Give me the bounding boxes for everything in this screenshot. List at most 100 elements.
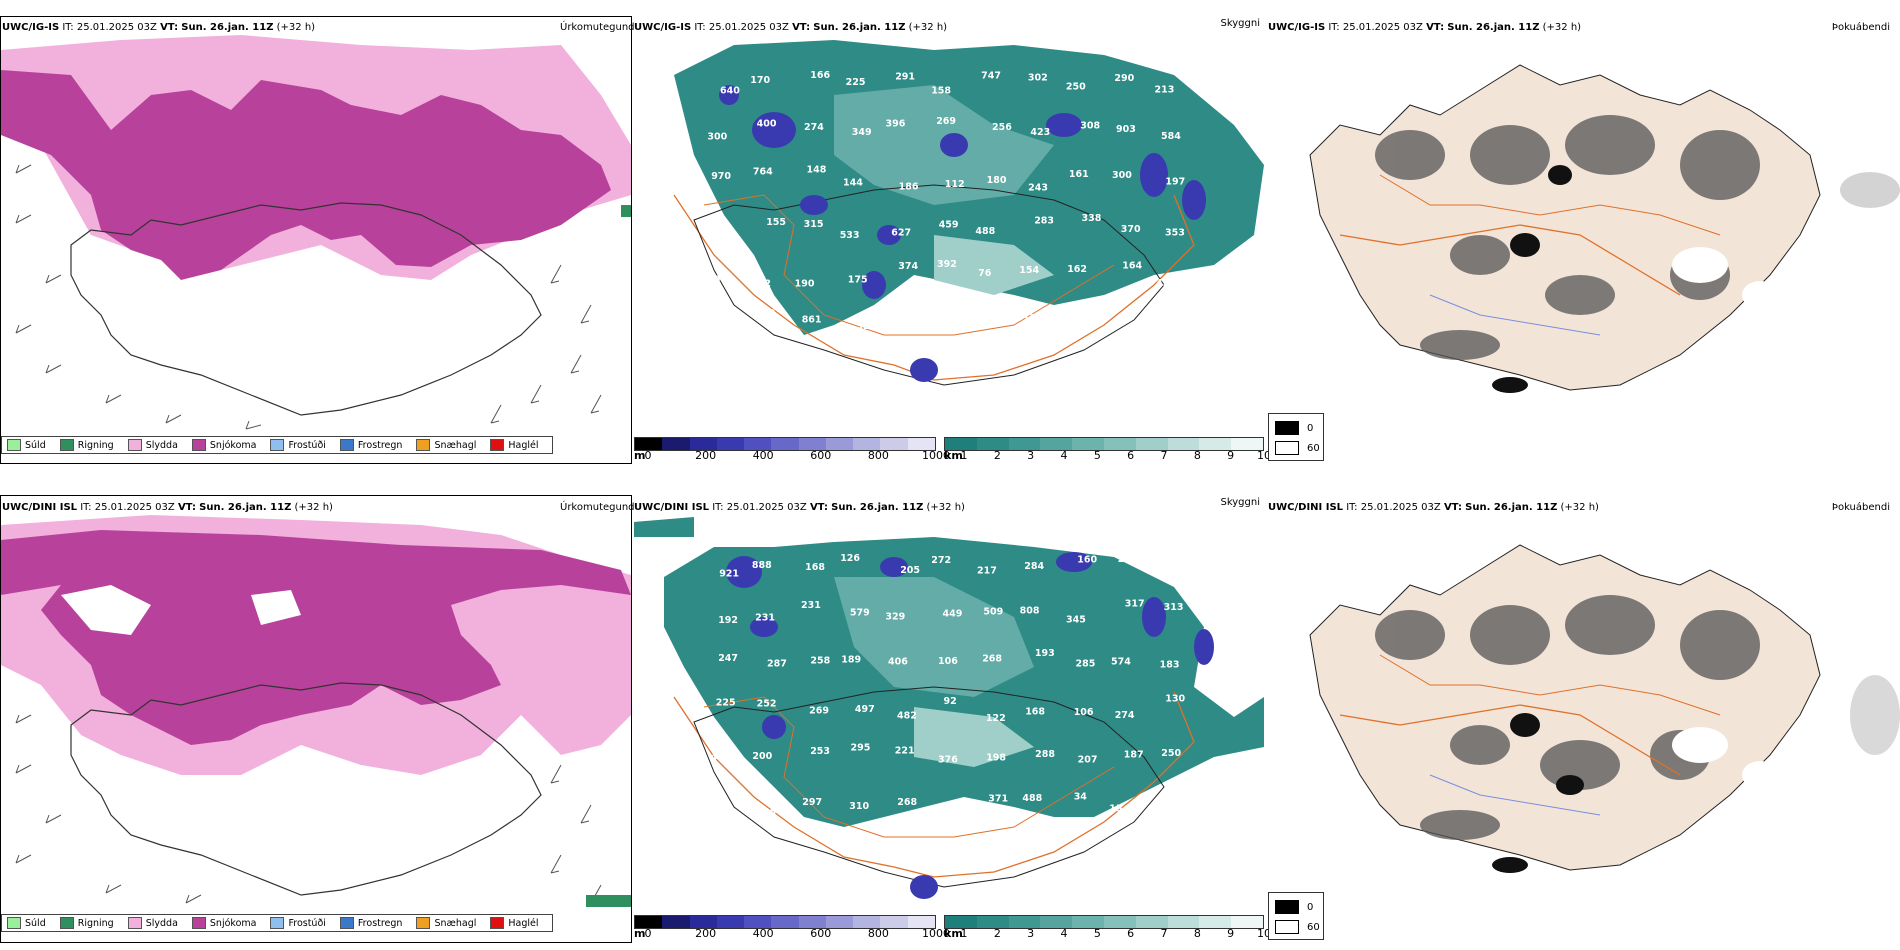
peak-elevation-label: 92 (944, 696, 957, 707)
precip-title: Úrkomutegund (560, 22, 635, 33)
peak-elevation-label: 252 (757, 699, 777, 710)
peak-elevation-label: 353 (1165, 227, 1185, 238)
colorbar-segment (1008, 438, 1041, 450)
colorbar-segment (716, 916, 745, 928)
colorbar-tick-label: 7 (1160, 449, 1168, 462)
colorbar-segment (1135, 438, 1168, 450)
peak-elevation-label: 396 (886, 119, 906, 130)
peak-elevation-label: 286 (756, 807, 776, 818)
colorbar-segment (1072, 438, 1104, 450)
peak-elevation-label: 158 (931, 86, 951, 97)
peak-elevation-label: 627 (891, 227, 911, 238)
peak-elevation-label: 778 (704, 800, 724, 811)
colorbar-tick-label: 200 (695, 449, 717, 462)
peak-elevation-label: 34 (1074, 791, 1088, 802)
peak-elevation-label: 93 (708, 846, 721, 857)
peak-elevation-label: 808 (1020, 606, 1040, 617)
peak-elevation-label: 160 (714, 308, 734, 319)
colorbar-segment (1008, 916, 1041, 928)
colorbar-tick-label: 0 (644, 449, 652, 462)
peak-elevation-label: 205 (900, 565, 920, 576)
elev-unit: m (634, 927, 646, 940)
colorbar-tick-label: 8 (1193, 927, 1201, 940)
precip-legend: Súld Rigning Slydda Snjókoma Frostúði Fr… (1, 436, 553, 454)
peak-elevation-label: 207 (1078, 754, 1098, 765)
peak-elevation-label: 15 (1109, 804, 1122, 815)
cloud-ticks: 1 2 3 4 5 6 7 8 9 10 (961, 449, 1272, 463)
colorbar-segment (853, 916, 881, 928)
peak-elevation-label: 170 (750, 75, 770, 86)
elev-ticks: 0 200 400 600 800 1000 (645, 927, 951, 941)
colorbar-segment (825, 438, 854, 450)
peak-elevation-label: 168 (805, 562, 825, 573)
peak-elevation-label: 288 (1035, 749, 1055, 760)
peak-elevation-label: 106 (1074, 707, 1094, 718)
peak-elevation-label: 183 (1160, 660, 1180, 671)
elev-colorbar (634, 437, 936, 451)
peak-elevation-label: 256 (992, 122, 1012, 133)
peak-elevation-label: 449 (943, 608, 963, 619)
legend-item-rain: Rigning (59, 439, 114, 451)
colorbar-segment (853, 438, 881, 450)
peak-elevation-label: 148 (807, 165, 827, 176)
peak-elevation-label: 186 (899, 181, 919, 192)
fog-header: UWC/IG-IS IT: 25.01.2025 03Z VT: Sun. 26… (1268, 22, 1582, 33)
peak-elevation-label: 274 (1115, 710, 1135, 721)
legend-item-sleet: Slydda (127, 917, 178, 929)
colorbar-tick-label: 5 (1093, 449, 1101, 462)
peak-elevation-label: 247 (718, 653, 738, 664)
peak-elevation-label: 231 (755, 612, 775, 623)
colorbar-segment (945, 438, 977, 450)
peak-elevation-label: 302 (1028, 73, 1048, 84)
fog-title: Þokuábendi (1831, 502, 1890, 513)
colorbar-tick-label: 9 (1227, 927, 1235, 940)
peak-elevation-label: 295 (851, 743, 871, 754)
peak-labels-row1: 640 170 166 225 291 158 747 302 250 290 213 300 400 2… (707, 70, 1185, 336)
peak-elevation-label: 268 (982, 653, 1002, 664)
peak-elevation-label: 297 (802, 797, 822, 808)
peak-elevation-label: 122 (986, 713, 1006, 724)
colorbar-tick-label: 1000 (922, 449, 950, 462)
colorbar-segment (689, 438, 717, 450)
peak-elevation-label: 300 (707, 132, 727, 143)
peak-elevation-label: 47 (986, 319, 999, 330)
fog-legend: 0 60 (1268, 413, 1324, 461)
colorbar-segment (1040, 916, 1073, 928)
peak-elevation-label: 154 (1019, 265, 1039, 276)
cloud-title: Skyggni (1220, 18, 1260, 29)
peak-elevation-label: 459 (939, 219, 959, 230)
legend-item-hail: Haglél (490, 917, 539, 929)
peak-elevation-label: 423 (1030, 127, 1050, 138)
peak-elevation-label: 192 (718, 615, 738, 626)
peak-elevation-label: 268 (897, 797, 917, 808)
cloud-colorbar (944, 437, 1264, 451)
cloud-colorbar (944, 915, 1264, 929)
peak-elevation-label: 313 (1164, 602, 1184, 613)
peak-elevation-label: 190 (755, 308, 775, 319)
peak-elevation-label: 197 (1165, 177, 1185, 188)
colorbar-segment (880, 916, 908, 928)
colorbar-tick-label: 8 (1193, 449, 1201, 462)
peak-elevation-label: 274 (804, 122, 824, 133)
peak-elevation-label: 249 (1118, 554, 1138, 565)
peak-elevation-label: 180 (987, 175, 1007, 186)
peak-elevation-label: 204 (707, 275, 727, 286)
legend-item-freezing-drizzle: Frostúði (270, 917, 326, 929)
colorbar-tick-label: 6 (1127, 927, 1135, 940)
peak-elevation-label: 406 (888, 657, 908, 668)
peak-elevation-label: 253 (810, 746, 830, 757)
colorbar-tick-label: 4 (1060, 449, 1068, 462)
colorbar-tick-label: 400 (752, 927, 774, 940)
peak-elevation-label: 193 (1035, 648, 1055, 659)
peak-elevation-label: 243 (1028, 183, 1048, 194)
peak-elevation-label: 497 (855, 704, 875, 715)
cloud-header: UWC/DINI ISL IT: 25.01.2025 03Z VT: Sun.… (634, 502, 965, 513)
peak-elevation-label: 970 (711, 171, 731, 182)
colorbar-tick-label: 7 (1160, 927, 1168, 940)
cloud-unit: km (944, 927, 963, 940)
colorbar-tick-label: 6 (1127, 449, 1135, 462)
peak-elevation-label: 168 (1025, 706, 1045, 717)
peak-elevation-label: 921 (719, 569, 739, 580)
peak-elevation-label: 217 (977, 566, 997, 577)
fog-header: UWC/DINI ISL IT: 25.01.2025 03Z VT: Sun.… (1268, 502, 1599, 513)
